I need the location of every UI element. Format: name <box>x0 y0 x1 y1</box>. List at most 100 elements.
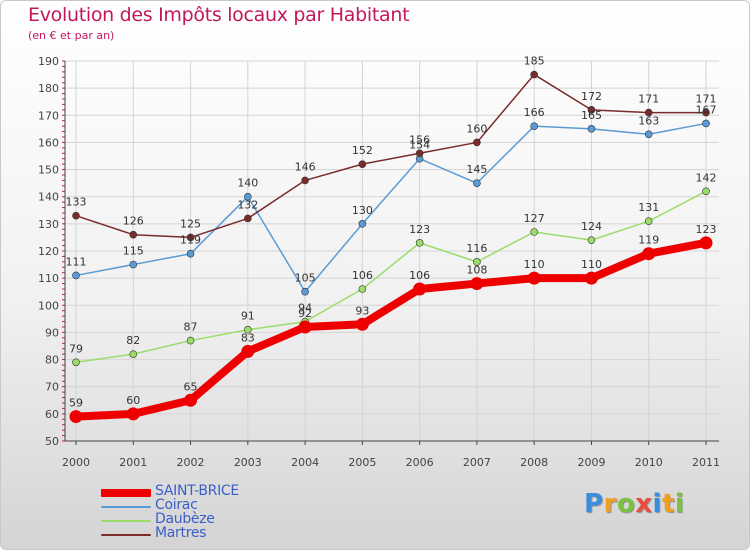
data-point <box>702 119 710 128</box>
data-point <box>244 192 252 201</box>
y-tick-label: 140 <box>38 191 59 204</box>
data-label: 163 <box>638 114 659 127</box>
y-tick-label: 70 <box>45 381 59 394</box>
data-label: 110 <box>524 258 545 271</box>
data-point <box>530 122 538 130</box>
logo-letter: x <box>635 489 653 519</box>
data-label: 142 <box>696 171 717 184</box>
data-label-layer: 111 115 119 140 105 130 154 145 166 165 163 167 79 82… <box>66 55 717 410</box>
data-point <box>473 258 481 266</box>
series-martres <box>72 70 710 242</box>
data-label: 140 <box>237 177 258 190</box>
data-label: 165 <box>581 109 602 122</box>
data-label: 154 <box>409 139 430 152</box>
logo-letter: P <box>584 489 604 519</box>
data-point <box>415 239 424 247</box>
data-point <box>126 407 140 421</box>
legend-label: SAINT-BRICE <box>155 483 239 499</box>
y-tick-label: 150 <box>38 164 59 177</box>
y-tick-label: 170 <box>38 109 59 122</box>
data-point <box>702 108 710 117</box>
y-tick-label: 50 <box>45 435 59 448</box>
data-label: 106 <box>352 269 373 282</box>
data-point <box>587 106 596 114</box>
x-tick-label: 2009 <box>577 456 605 469</box>
data-point <box>72 271 80 280</box>
data-point <box>301 287 309 296</box>
data-label: 124 <box>581 220 602 233</box>
data-label: 115 <box>123 245 144 258</box>
data-label: 152 <box>352 144 373 157</box>
legend-swatch <box>101 534 151 536</box>
data-label: 126 <box>123 215 144 228</box>
data-label: 130 <box>352 204 373 217</box>
data-label: 125 <box>180 217 201 230</box>
data-label: 82 <box>126 334 140 347</box>
data-label: 91 <box>241 310 255 323</box>
data-label: 131 <box>638 201 659 214</box>
grid-layer <box>65 60 719 442</box>
data-point <box>470 277 484 291</box>
data-point <box>129 230 138 239</box>
data-label: 93 <box>355 304 369 317</box>
data-label: 92 <box>298 307 312 320</box>
data-label: 119 <box>638 234 659 247</box>
data-label: 156 <box>409 133 430 146</box>
legend-label: Daubèze <box>155 511 215 527</box>
data-point <box>644 130 653 139</box>
data-point <box>699 236 713 250</box>
data-point <box>358 220 367 228</box>
x-tick-label: 2001 <box>119 456 147 469</box>
proxiti-logo: Proxiti <box>584 489 684 519</box>
x-tick-label: 2011 <box>692 456 720 469</box>
legend-label: Martres <box>155 525 207 541</box>
data-point <box>473 138 481 147</box>
legend-swatch <box>101 506 151 508</box>
y-tick-label: 80 <box>45 354 59 367</box>
data-point <box>413 282 427 296</box>
data-label: 123 <box>409 223 430 236</box>
data-label: 116 <box>466 242 487 255</box>
x-tick-label: 2005 <box>348 456 376 469</box>
y-tick-label: 60 <box>45 408 59 421</box>
series-saint-brice <box>69 236 713 424</box>
data-label: 110 <box>581 258 602 271</box>
data-label: 94 <box>298 302 312 315</box>
data-point <box>584 271 598 285</box>
data-label: 160 <box>466 122 487 135</box>
data-point <box>186 233 195 242</box>
line-chart: 50 60 70 80 90 100 110 120 130 140 150 160 170 180 190… <box>38 55 720 469</box>
series-coirac <box>72 119 710 296</box>
x-tick-label: 2008 <box>520 456 548 469</box>
chart-subtitle: (en € et par an) <box>28 29 115 42</box>
x-tick-label: 2007 <box>463 456 491 469</box>
axis-layer: 50 60 70 80 90 100 110 120 130 140 150 160 170 180 190… <box>38 55 720 469</box>
data-label: 172 <box>581 90 602 103</box>
y-tick-label: 120 <box>38 245 59 258</box>
y-tick-label: 110 <box>38 272 59 285</box>
data-label: 127 <box>524 212 545 225</box>
data-label: 185 <box>524 55 545 68</box>
data-point <box>642 247 656 261</box>
data-label: 108 <box>466 264 487 277</box>
data-point <box>355 317 369 331</box>
data-point <box>241 344 255 358</box>
data-label: 60 <box>126 394 140 407</box>
x-tick-label: 2003 <box>234 456 262 469</box>
y-tick-label: 90 <box>45 326 59 339</box>
series-layer <box>69 70 713 424</box>
y-tick-label: 100 <box>38 299 59 312</box>
logo-letter: i <box>674 489 685 519</box>
y-tick-label: 180 <box>38 82 59 95</box>
data-point <box>69 410 83 424</box>
legend-swatch <box>101 489 151 497</box>
data-label: 166 <box>524 106 545 119</box>
x-tick-label: 2000 <box>62 456 90 469</box>
data-label: 123 <box>696 223 717 236</box>
logo-letter: o <box>616 489 636 519</box>
series-line-martres <box>75 73 707 239</box>
data-point <box>530 70 538 79</box>
data-point <box>298 320 312 334</box>
y-tick-label: 160 <box>38 136 59 149</box>
